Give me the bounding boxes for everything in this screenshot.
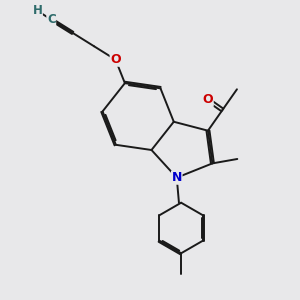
Text: N: N bbox=[172, 171, 182, 184]
Text: O: O bbox=[110, 53, 121, 66]
Text: H: H bbox=[32, 4, 42, 17]
Text: C: C bbox=[47, 13, 56, 26]
Text: O: O bbox=[202, 93, 213, 106]
